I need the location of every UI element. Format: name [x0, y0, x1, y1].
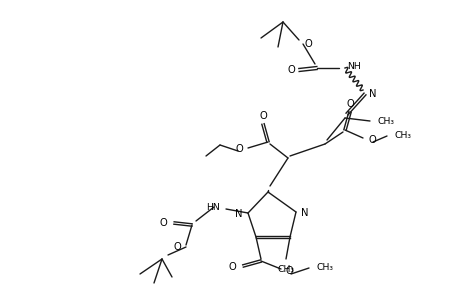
Text: O: O — [159, 218, 167, 228]
Text: CH₃: CH₃ — [316, 262, 333, 272]
Text: HN: HN — [206, 203, 219, 212]
Text: CH₃: CH₃ — [377, 116, 394, 125]
Text: O: O — [173, 242, 180, 252]
Text: O: O — [235, 144, 242, 154]
Text: NH: NH — [346, 61, 360, 70]
Text: CH₃: CH₃ — [277, 265, 294, 274]
Text: O: O — [258, 111, 266, 121]
Text: O: O — [228, 262, 235, 272]
Text: N: N — [368, 89, 375, 99]
Text: N: N — [300, 208, 308, 218]
Text: N: N — [235, 209, 242, 219]
Text: O: O — [345, 99, 353, 109]
Text: O: O — [368, 135, 376, 145]
Text: O: O — [285, 266, 293, 276]
Text: CH₃: CH₃ — [394, 130, 411, 140]
Text: O: O — [286, 65, 294, 75]
Text: O: O — [304, 39, 312, 49]
